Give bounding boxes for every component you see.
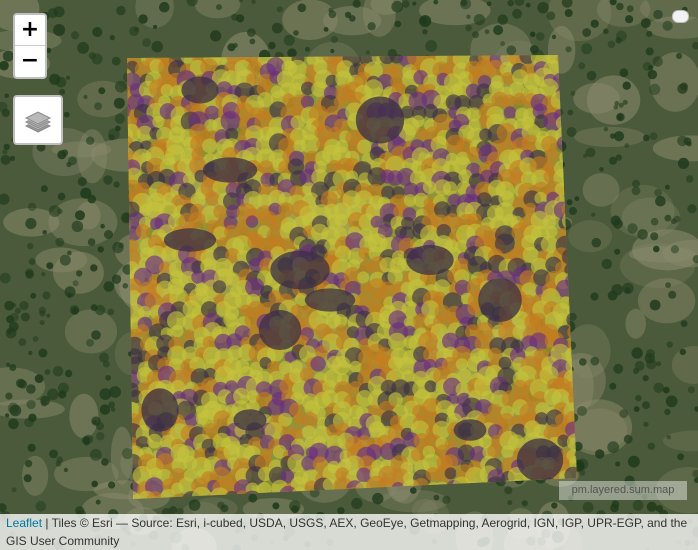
zoom-out-button[interactable]: − — [15, 46, 45, 76]
overlay-toggle-switch[interactable] — [672, 10, 689, 23]
zoom-in-button[interactable]: + — [15, 15, 45, 46]
tiles-attribution-text: | Tiles © Esri — Source: Esri, i-cubed, … — [6, 516, 688, 548]
leaflet-link[interactable]: Leaflet — [6, 516, 43, 530]
overlay-layer-label: pm.layered.sum.map — [559, 481, 687, 500]
layers-control-button[interactable] — [13, 95, 63, 145]
zoom-control: + − — [13, 13, 47, 79]
layers-icon — [24, 111, 52, 133]
attribution-bar: Leaflet | Tiles © Esri — Source: Esri, i… — [0, 514, 698, 550]
